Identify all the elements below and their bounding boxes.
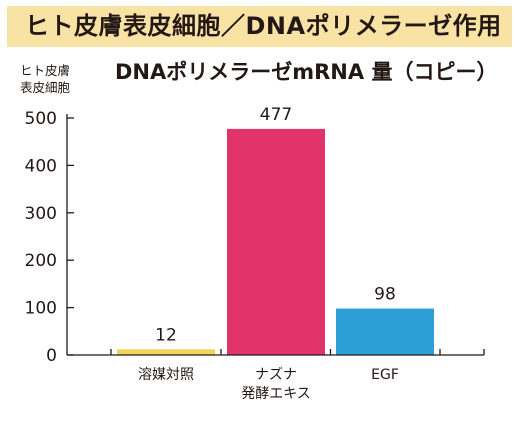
y-axis-label: ヒト皮膚 表皮細胞 [6, 62, 84, 96]
y-tick-label-200: 200 [25, 251, 57, 271]
y-tick-label-400: 400 [25, 156, 57, 176]
chart-title: DNAポリメラーゼmRNA 量（コピー） [115, 60, 498, 84]
bar-value-label-2: 477 [260, 105, 292, 125]
category-label-3-line-1: EGF [371, 367, 399, 383]
bar-1 [117, 349, 215, 355]
bar-2 [227, 128, 325, 355]
category-label-2-line-1: ナズナ [255, 367, 297, 383]
y-axis-label-line-2: 表皮細胞 [19, 80, 70, 95]
y-tick-label-0: 0 [46, 346, 57, 366]
y-tick-label-100: 100 [25, 299, 57, 319]
category-label-2-line-2: 発酵エキス [241, 386, 311, 402]
bar-value-label-3: 98 [374, 285, 396, 305]
y-tick-label-500: 500 [25, 109, 57, 129]
banner-title: ヒト皮膚表皮細胞／DNAポリメラーゼ作用 [7, 6, 512, 47]
bar-value-label-1: 12 [155, 325, 177, 345]
y-tick-label-300: 300 [25, 204, 57, 224]
bar-3 [336, 308, 434, 355]
y-axis-label-line-1: ヒト皮膚 [19, 63, 70, 78]
category-label-1-line-1: 溶媒対照 [138, 367, 194, 383]
